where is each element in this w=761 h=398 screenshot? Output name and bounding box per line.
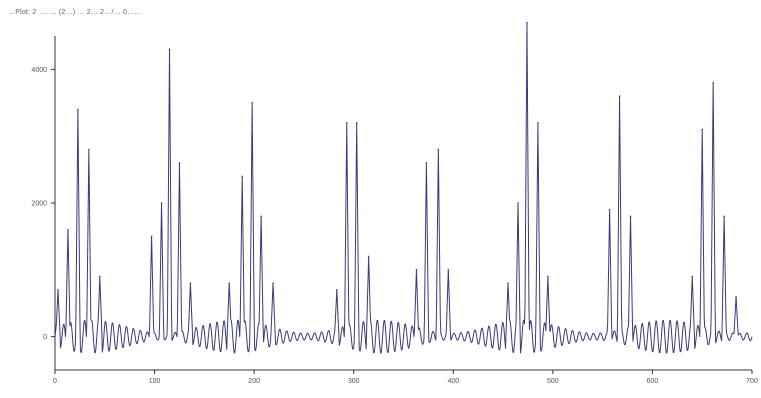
peak-point (99, 275, 101, 278)
peak-point (241, 175, 243, 178)
peak-point (160, 202, 163, 204)
x-tick-label: 200 (248, 378, 260, 385)
peak-point (547, 275, 549, 278)
x-tick-label: 600 (647, 378, 659, 385)
peak-point (178, 162, 181, 164)
peak-point (67, 228, 69, 231)
peak-point (447, 269, 450, 271)
x-tick-label: 100 (149, 378, 161, 385)
x-tick-label: 400 (447, 378, 459, 385)
peak-point (168, 48, 171, 51)
y-tick-label: 2000 (31, 201, 47, 208)
x-tick-label: 700 (746, 378, 758, 385)
peak-point (629, 215, 632, 218)
peak-point (367, 255, 370, 258)
series-line (54, 22, 753, 354)
peak-point (712, 81, 714, 84)
peak-point (260, 215, 262, 218)
y-tick-label: 4000 (31, 67, 47, 74)
peak-point (723, 215, 725, 218)
x-tick-label: 300 (348, 378, 360, 385)
peak-point (517, 202, 519, 204)
peak-point (537, 122, 539, 124)
peak-point (526, 21, 528, 24)
peak-point (77, 108, 79, 111)
x-tick-label: 0 (53, 378, 57, 385)
y-tick-label: 0 (43, 334, 47, 341)
peak-point (618, 95, 621, 97)
chart-header-text: …Plot: 2 … … (2…) … 2… 2…/… 0…… (8, 9, 142, 16)
peak-point (228, 282, 231, 284)
peak-point (735, 295, 737, 298)
peak-point (507, 282, 509, 284)
x-tick-label: 500 (547, 378, 559, 385)
peak-point (608, 208, 611, 211)
peak-point (88, 148, 90, 151)
trace-area (54, 21, 753, 354)
peak-point (437, 148, 440, 151)
peak-point (150, 235, 153, 238)
peak-point (335, 289, 338, 291)
peak-point (691, 275, 694, 278)
peak-point (57, 289, 59, 291)
peak-point (415, 269, 418, 271)
peak-point (425, 162, 428, 164)
ticks: 0 2000 4000 0 100 200 300 400 500 600 700 (31, 67, 758, 385)
peak-point (345, 122, 348, 124)
peak-point (251, 102, 253, 104)
peak-point (701, 128, 704, 131)
peak-point (355, 122, 358, 124)
peak-point (189, 282, 192, 284)
peak-point (272, 282, 274, 284)
